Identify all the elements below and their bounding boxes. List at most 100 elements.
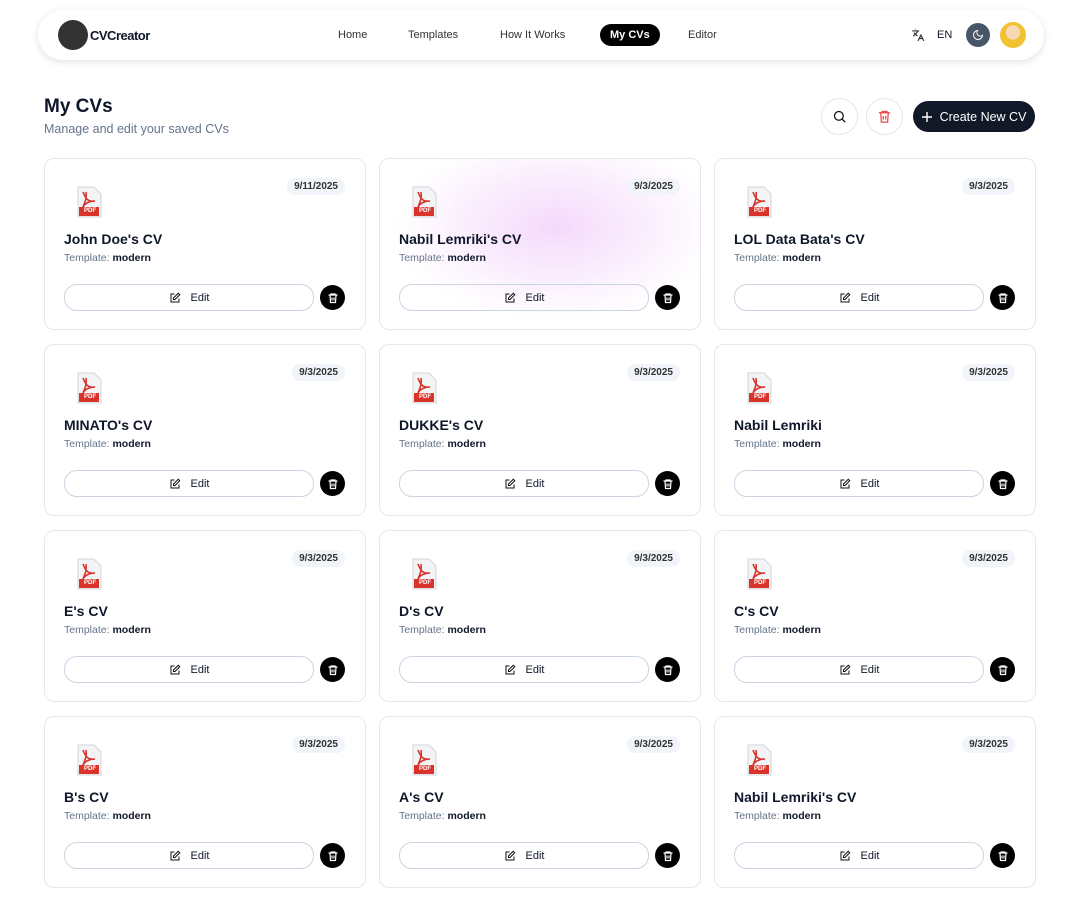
pdf-icon: PDF xyxy=(747,744,772,776)
cv-template: Template: modern xyxy=(64,252,151,264)
create-button[interactable]: Create New CV xyxy=(913,101,1035,132)
delete-button[interactable] xyxy=(990,657,1015,682)
template-label: Template: xyxy=(399,624,445,636)
translate-icon[interactable] xyxy=(911,28,925,42)
delete-button[interactable] xyxy=(990,843,1015,868)
template-name: modern xyxy=(447,810,486,822)
cv-card[interactable]: PDF 9/3/2025 Nabil Lemriki's CV Template: m… xyxy=(714,716,1036,888)
cv-name: John Doe's CV xyxy=(64,231,163,247)
cv-card[interactable]: PDF 9/3/2025 MINATO's CV Template: modern Ed… xyxy=(44,344,366,516)
cv-template: Template: modern xyxy=(399,624,486,636)
cv-name: A's CV xyxy=(399,789,444,805)
edit-label: Edit xyxy=(190,663,210,676)
edit-button[interactable]: Edit xyxy=(734,284,984,311)
cv-name: Nabil Lemriki xyxy=(734,417,822,433)
nav-link[interactable]: Editor xyxy=(688,29,717,41)
nav-link[interactable]: Home xyxy=(338,29,368,41)
cv-card[interactable]: PDF 9/3/2025 A's CV Template: modern Edit xyxy=(379,716,701,888)
pdf-icon-label: PDF xyxy=(419,208,431,214)
edit-label: Edit xyxy=(860,849,880,862)
pdf-icon-label: PDF xyxy=(84,580,96,586)
cv-card[interactable]: PDF 9/3/2025 Nabil Lemriki Template: modern… xyxy=(714,344,1036,516)
template-name: modern xyxy=(782,438,821,450)
edit-button[interactable]: Edit xyxy=(399,656,649,683)
logo-text[interactable]: CVCreator xyxy=(90,28,150,43)
cv-template: Template: modern xyxy=(734,252,821,264)
cv-name: Nabil Lemriki's CV xyxy=(734,789,857,805)
template-name: modern xyxy=(447,438,486,450)
delete-button[interactable] xyxy=(655,471,680,496)
page-subtitle: Manage and edit your saved CVs xyxy=(44,122,229,136)
cv-date: 9/3/2025 xyxy=(627,364,680,381)
pdf-icon: PDF xyxy=(747,186,772,218)
pdf-icon: PDF xyxy=(747,558,772,590)
edit-label: Edit xyxy=(190,291,210,304)
search-button[interactable] xyxy=(821,98,858,135)
cv-date: 9/3/2025 xyxy=(627,550,680,567)
delete-button[interactable] xyxy=(320,285,345,310)
create-button-label: Create New CV xyxy=(939,109,1027,124)
cv-name: C's CV xyxy=(734,603,779,619)
pdf-icon-label: PDF xyxy=(419,766,431,772)
edit-button[interactable]: Edit xyxy=(64,842,314,869)
template-name: modern xyxy=(112,438,151,450)
delete-button[interactable] xyxy=(655,285,680,310)
theme-toggle[interactable] xyxy=(966,23,990,47)
nav-link[interactable]: Templates xyxy=(408,29,459,41)
template-label: Template: xyxy=(399,252,445,264)
pdf-icon: PDF xyxy=(77,558,102,590)
pdf-icon: PDF xyxy=(747,372,772,404)
cv-card[interactable]: PDF 9/3/2025 C's CV Template: modern Edit xyxy=(714,530,1036,702)
cv-date: 9/3/2025 xyxy=(292,550,345,567)
cv-template: Template: modern xyxy=(734,438,821,450)
template-name: modern xyxy=(112,252,151,264)
pdf-icon-label: PDF xyxy=(754,394,766,400)
edit-button[interactable]: Edit xyxy=(64,470,314,497)
edit-label: Edit xyxy=(525,291,545,304)
edit-button[interactable]: Edit xyxy=(399,470,649,497)
cv-date: 9/3/2025 xyxy=(292,364,345,381)
cv-card[interactable]: PDF 9/3/2025 Nabil Lemriki's CV Template: m… xyxy=(379,158,701,330)
template-name: modern xyxy=(447,252,486,264)
delete-button[interactable] xyxy=(990,471,1015,496)
edit-button[interactable]: Edit xyxy=(734,656,984,683)
nav-link[interactable]: My CVs xyxy=(600,24,660,46)
delete-button[interactable] xyxy=(320,657,345,682)
template-label: Template: xyxy=(734,252,780,264)
cv-template: Template: modern xyxy=(399,252,486,264)
delete-button[interactable] xyxy=(320,471,345,496)
cv-card[interactable]: PDF 9/11/2025 John Doe's CV Template: moder… xyxy=(44,158,366,330)
edit-button[interactable]: Edit xyxy=(399,284,649,311)
cv-card[interactable]: PDF 9/3/2025 DUKKE's CV Template: modern Edi… xyxy=(379,344,701,516)
edit-button[interactable]: Edit xyxy=(64,656,314,683)
edit-button[interactable]: Edit xyxy=(734,470,984,497)
template-label: Template: xyxy=(399,438,445,450)
avatar[interactable] xyxy=(1000,22,1026,48)
language[interactable]: EN xyxy=(937,29,953,41)
delete-button[interactable] xyxy=(655,657,680,682)
nav-link[interactable]: How It Works xyxy=(500,29,566,41)
template-name: modern xyxy=(782,252,821,264)
delete-button[interactable] xyxy=(655,843,680,868)
cv-template: Template: modern xyxy=(64,810,151,822)
delete-all-button[interactable] xyxy=(866,98,903,135)
edit-label: Edit xyxy=(860,477,880,490)
cv-name: D's CV xyxy=(399,603,444,619)
edit-button[interactable]: Edit xyxy=(64,284,314,311)
cv-card[interactable]: PDF 9/3/2025 B's CV Template: modern Edit xyxy=(44,716,366,888)
delete-button[interactable] xyxy=(990,285,1015,310)
cv-card[interactable]: PDF 9/3/2025 E's CV Template: modern Edit xyxy=(44,530,366,702)
pdf-icon-label: PDF xyxy=(754,766,766,772)
pdf-icon-label: PDF xyxy=(419,394,431,400)
cv-date: 9/3/2025 xyxy=(292,736,345,753)
cv-card[interactable]: PDF 9/3/2025 D's CV Template: modern Edit xyxy=(379,530,701,702)
template-name: modern xyxy=(782,624,821,636)
edit-button[interactable]: Edit xyxy=(399,842,649,869)
cv-name: MINATO's CV xyxy=(64,417,153,433)
cv-card[interactable]: PDF 9/3/2025 LOL Data Bata's CV Template: m… xyxy=(714,158,1036,330)
edit-button[interactable]: Edit xyxy=(734,842,984,869)
cv-date: 9/11/2025 xyxy=(287,178,345,195)
delete-button[interactable] xyxy=(320,843,345,868)
cv-date: 9/3/2025 xyxy=(627,736,680,753)
navbar: CVCreator EN Home Templates How It Works My… xyxy=(38,10,1044,60)
